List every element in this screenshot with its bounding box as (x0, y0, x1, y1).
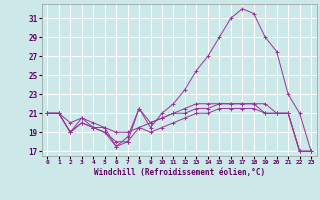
X-axis label: Windchill (Refroidissement éolien,°C): Windchill (Refroidissement éolien,°C) (94, 168, 265, 177)
